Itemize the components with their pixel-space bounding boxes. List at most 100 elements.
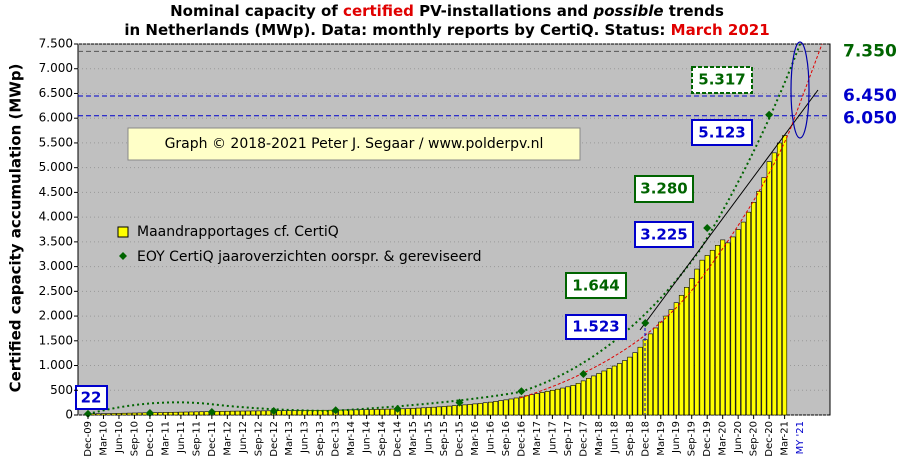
point xyxy=(145,409,154,418)
point xyxy=(579,369,588,378)
x-tick-label: Dec-18 xyxy=(640,421,651,457)
bar xyxy=(704,255,710,416)
bar xyxy=(173,411,179,416)
bar xyxy=(291,410,297,416)
bar xyxy=(420,407,426,416)
annotation-box xyxy=(634,221,694,248)
bar xyxy=(193,411,199,416)
x-tick-label: Jun-15 xyxy=(424,421,435,454)
bar xyxy=(647,333,653,416)
point xyxy=(641,318,650,327)
x-tick-label: Dec-16 xyxy=(516,421,527,457)
bar xyxy=(539,392,545,416)
annotation-box xyxy=(691,66,753,94)
bar xyxy=(524,395,530,416)
x-tick-label: Sep-13 xyxy=(315,421,326,456)
point xyxy=(517,387,526,396)
bar xyxy=(168,412,174,416)
bar xyxy=(544,391,550,416)
x-tick-label: Dec-09 xyxy=(83,421,94,457)
x-tick-label: Jun-19 xyxy=(671,421,682,454)
x-tick-label: Jun-20 xyxy=(733,421,744,454)
x-tick-label: Mar-14 xyxy=(346,421,357,456)
bar xyxy=(477,403,483,416)
y-tick-label: 3.500 xyxy=(39,234,73,248)
x-tick-label: Dec-19 xyxy=(702,421,713,457)
bar xyxy=(379,408,385,416)
y-tick-label: 5.500 xyxy=(39,135,73,149)
bar xyxy=(720,239,726,416)
bar xyxy=(281,410,287,416)
bar xyxy=(653,327,659,416)
y-tick-label: 7.000 xyxy=(39,61,73,75)
bar xyxy=(343,409,349,416)
reference-label: 6.050 xyxy=(843,109,897,129)
annotations: 22 1.644 1.523 3.280 3.225 5.123 5.317 xyxy=(75,66,753,410)
bar xyxy=(137,412,143,416)
legend-swatch xyxy=(119,252,127,260)
x-tick-label: Jun-13 xyxy=(300,421,311,454)
bar xyxy=(487,401,493,416)
bar xyxy=(240,410,246,416)
bar xyxy=(188,411,194,416)
annotation: 1.644 xyxy=(572,277,619,295)
x-tick-label: Sep-14 xyxy=(377,421,388,456)
x-tick-label: Mar-18 xyxy=(594,421,605,456)
bar xyxy=(622,360,628,416)
y-tick-label: 0 xyxy=(65,408,73,422)
bar xyxy=(565,386,571,416)
bar xyxy=(745,211,751,416)
bar xyxy=(513,397,519,416)
bar xyxy=(678,294,684,416)
x-tick-label: Sep-16 xyxy=(501,421,512,456)
bar xyxy=(663,315,669,416)
bar xyxy=(694,268,700,416)
bar xyxy=(374,409,380,416)
bar xyxy=(364,409,370,416)
bar xyxy=(338,409,344,416)
y-axis-label: Certified capacity accumulation (MWp) xyxy=(7,64,25,393)
annotation: 3.225 xyxy=(640,226,687,244)
bar xyxy=(328,409,334,416)
bar xyxy=(575,383,581,416)
bar xyxy=(106,413,112,416)
x-tick-label: Dec-11 xyxy=(207,421,218,457)
x-tick-label: Sep-17 xyxy=(563,421,574,456)
x-tick-label: Dec-10 xyxy=(145,421,156,457)
annotation-box xyxy=(75,385,108,410)
bar xyxy=(730,236,736,416)
x-tick-label: Mar-11 xyxy=(160,421,171,456)
bar xyxy=(637,346,643,416)
bar xyxy=(389,408,395,416)
y-tick-label: 1.000 xyxy=(39,358,73,372)
bar xyxy=(312,410,318,416)
y-tick-label: 6.000 xyxy=(39,111,73,125)
bar xyxy=(503,399,509,416)
point xyxy=(455,398,464,407)
reference-label: 7.350 xyxy=(843,41,897,61)
bar xyxy=(245,410,251,416)
x-tick-label: Jun-10 xyxy=(114,421,125,454)
bar xyxy=(199,411,205,416)
chart-subtitle: in Netherlands (MWp). Data: monthly repo… xyxy=(124,21,769,39)
bar xyxy=(276,410,282,416)
x-tick-label: Mar-19 xyxy=(656,421,667,456)
bar xyxy=(782,135,788,416)
bar xyxy=(771,152,777,416)
bar xyxy=(549,389,555,416)
bar xyxy=(121,412,127,416)
bar xyxy=(751,201,757,416)
bar xyxy=(529,394,535,416)
legend-swatch xyxy=(117,226,129,238)
bar xyxy=(100,413,106,416)
bar xyxy=(518,396,524,416)
bar xyxy=(560,387,566,416)
bar xyxy=(555,388,561,416)
y-tick-label: 500 xyxy=(50,383,73,397)
x-tick-label: Sep-18 xyxy=(625,421,636,456)
credit-box xyxy=(127,127,581,161)
bar xyxy=(369,409,375,416)
y-tick-label: 1.500 xyxy=(39,333,73,347)
y-tick-label: 2.500 xyxy=(39,284,73,298)
